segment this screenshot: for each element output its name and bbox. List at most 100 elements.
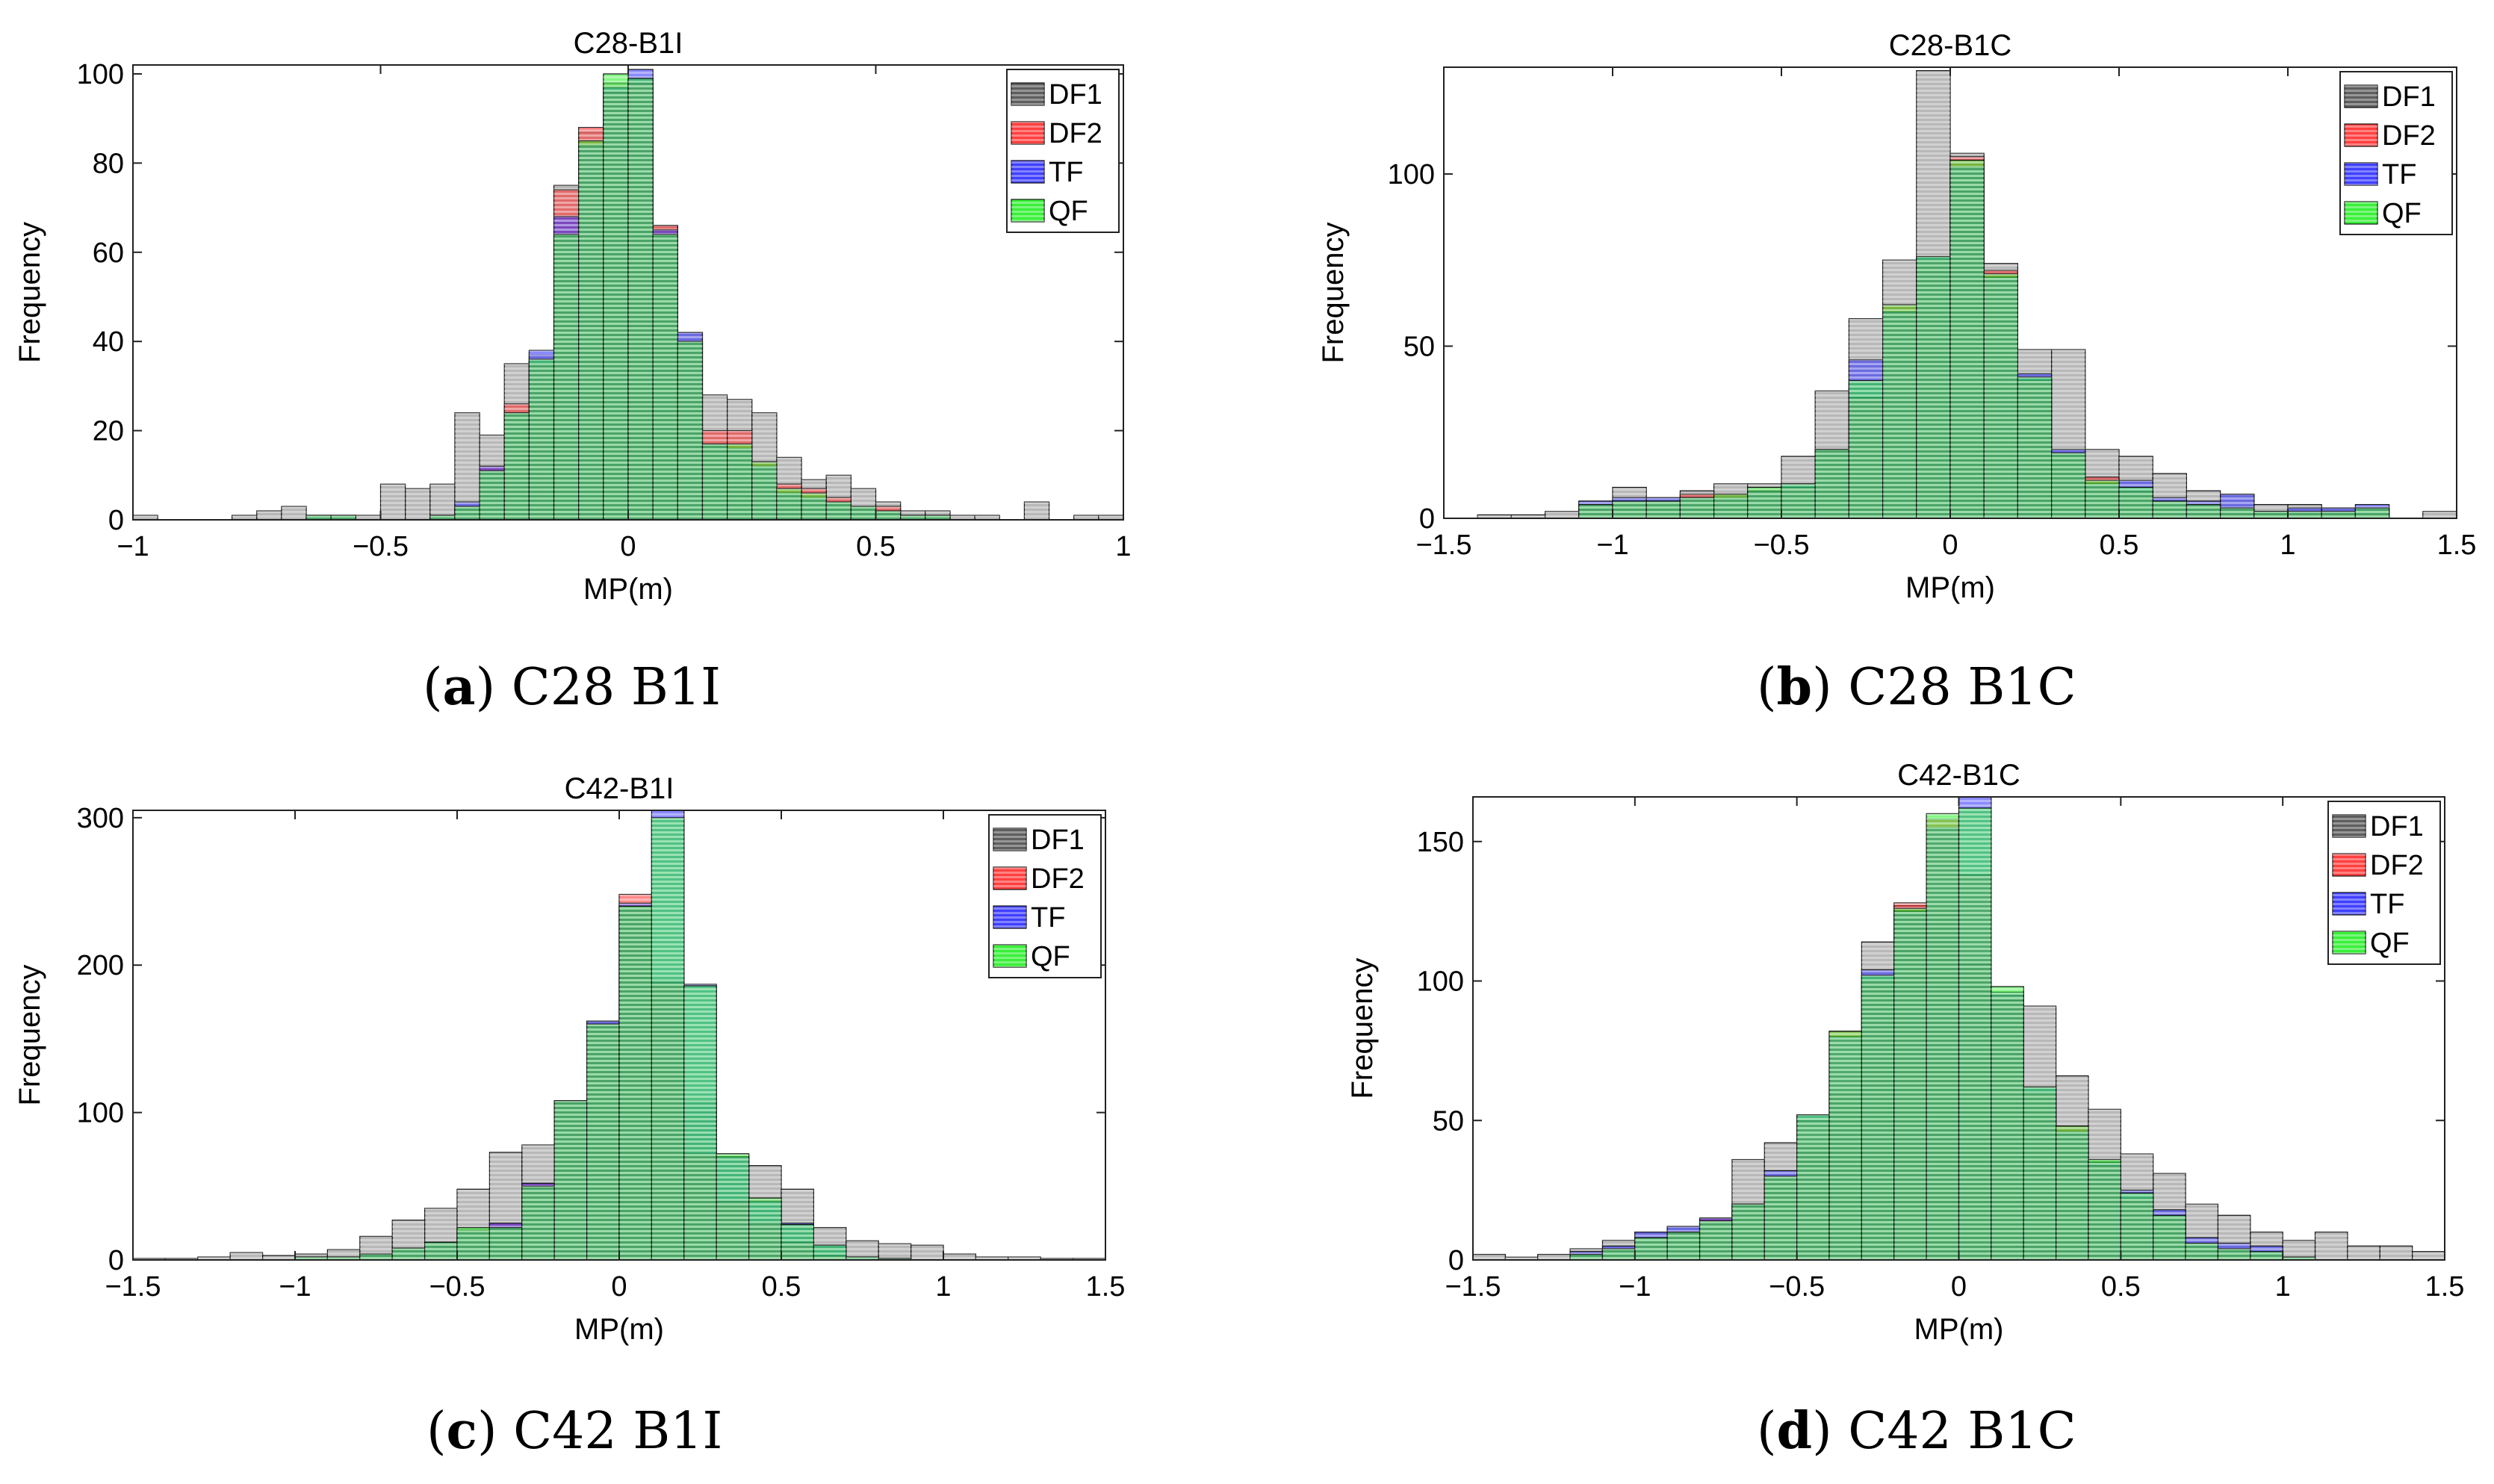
bar-hatch bbox=[846, 1257, 879, 1260]
bar-hatch bbox=[1861, 975, 1894, 1260]
bar-hatch bbox=[1505, 1257, 1538, 1260]
legend-label: DF1 bbox=[1049, 79, 1102, 111]
bar-hatch bbox=[1537, 1254, 1571, 1260]
bar-hatch bbox=[480, 471, 505, 520]
caption-letter: d bbox=[1776, 1401, 1813, 1461]
bar-hatch bbox=[1731, 1204, 1765, 1260]
bar-hatch bbox=[553, 234, 579, 520]
bar-hatch bbox=[1578, 504, 1613, 518]
bars-group bbox=[1472, 796, 2445, 1261]
x-tick-label: 0 bbox=[1951, 1271, 1967, 1303]
bar-hatch bbox=[683, 985, 717, 1260]
bar-hatch bbox=[2253, 511, 2288, 518]
legend-swatch-hatch bbox=[993, 945, 1026, 967]
x-tick-label: 0 bbox=[620, 531, 636, 562]
legend-label: DF2 bbox=[2370, 850, 2424, 881]
chart-svg: −1.5 −1 −0.5 0 0.5 1 1.5 0 50 100 C28-B1C MP(m) Freq… bbox=[1317, 29, 2476, 604]
y-axis-label: Frequency bbox=[13, 222, 46, 363]
bar-hatch bbox=[851, 506, 876, 520]
bar-hatch bbox=[1511, 515, 1545, 518]
bar-hatch bbox=[653, 234, 678, 520]
y-tick-label: 50 bbox=[1403, 331, 1435, 362]
x-tick-label: −0.5 bbox=[429, 1271, 485, 1303]
legend-swatch-hatch bbox=[993, 828, 1026, 851]
y-tick-label: 50 bbox=[1433, 1105, 1464, 1137]
bar-hatch bbox=[619, 906, 652, 1260]
legend-label: DF2 bbox=[1049, 118, 1102, 149]
bar-hatch bbox=[1073, 515, 1099, 520]
series-qf bbox=[294, 817, 912, 1261]
legend-swatch-hatch bbox=[2345, 163, 2377, 185]
bar-hatch bbox=[1570, 1254, 1603, 1260]
chart-title: C28-B1I bbox=[574, 27, 683, 60]
bar-hatch bbox=[727, 444, 752, 520]
bar-hatch bbox=[2315, 1232, 2348, 1260]
bar-hatch bbox=[2085, 480, 2119, 518]
x-tick-label: 1.5 bbox=[2425, 1271, 2465, 1303]
y-tick-label: 0 bbox=[1419, 503, 1435, 535]
bar-hatch bbox=[1950, 160, 1985, 518]
x-tick-label: −1.5 bbox=[1445, 1271, 1501, 1303]
caption-letter: a bbox=[442, 657, 476, 717]
legend-label: QF bbox=[2370, 928, 2410, 959]
bar-hatch bbox=[262, 1255, 295, 1260]
bar-hatch bbox=[529, 359, 554, 520]
bar-hatch bbox=[359, 1254, 393, 1260]
caption-a: (a) C28 B1I bbox=[423, 657, 722, 717]
x-tick-label: 0 bbox=[1942, 530, 1958, 561]
y-tick-label: 300 bbox=[77, 803, 124, 834]
chart-svg: −1.5 −1 −0.5 0 0.5 1 1.5 0 50 100 150 C42-B1C MP(m) F… bbox=[1346, 759, 2465, 1346]
bar-hatch bbox=[1680, 497, 1714, 518]
bar-hatch bbox=[2051, 453, 2085, 518]
bar-hatch bbox=[1829, 1031, 1862, 1260]
bars-group bbox=[1477, 70, 2457, 519]
bar-hatch bbox=[751, 462, 777, 520]
bar-hatch bbox=[1781, 483, 1816, 518]
caption-text: C42 B1I bbox=[513, 1402, 723, 1461]
legend-swatch-hatch bbox=[1011, 199, 1044, 222]
legend-swatch-hatch bbox=[2345, 202, 2377, 224]
caption-d: (d) C42 B1C bbox=[1757, 1401, 2076, 1461]
bar-hatch bbox=[748, 1198, 781, 1260]
legend-label: QF bbox=[1049, 196, 1088, 227]
legend-swatch-hatch bbox=[2345, 85, 2377, 108]
bar-hatch bbox=[405, 488, 430, 520]
bar-hatch bbox=[1667, 1232, 1700, 1260]
bar-hatch bbox=[900, 515, 925, 520]
bar-hatch bbox=[2119, 487, 2153, 518]
legend-label: TF bbox=[1031, 902, 1065, 934]
x-tick-label: 0.5 bbox=[762, 1271, 801, 1303]
caption-c: (c) C42 B1I bbox=[426, 1401, 723, 1461]
x-axis-label: MP(m) bbox=[1905, 571, 1995, 604]
bar-hatch bbox=[230, 1252, 263, 1260]
bar-hatch bbox=[295, 1257, 328, 1260]
chart-title: C42-B1C bbox=[1897, 759, 2020, 792]
bar-hatch bbox=[1764, 1176, 1797, 1260]
y-tick-label: 0 bbox=[108, 505, 124, 536]
bars-group bbox=[132, 810, 1106, 1261]
x-tick-label: 1 bbox=[935, 1271, 951, 1303]
bar-hatch bbox=[327, 1257, 360, 1260]
caption-text: C42 B1C bbox=[1848, 1402, 2076, 1461]
caption-letter: b bbox=[1776, 657, 1813, 717]
bar-hatch bbox=[2023, 1087, 2056, 1260]
x-tick-label: −1 bbox=[1619, 1271, 1651, 1303]
y-tick-label: 40 bbox=[93, 326, 124, 358]
y-tick-label: 0 bbox=[1448, 1245, 1464, 1276]
bar-hatch bbox=[826, 502, 852, 520]
bar-hatch bbox=[356, 515, 381, 520]
bar-hatch bbox=[651, 817, 684, 1260]
legend-label: QF bbox=[2382, 198, 2422, 229]
bar-hatch bbox=[2412, 1251, 2445, 1260]
bar-hatch bbox=[2422, 511, 2457, 518]
bar-hatch bbox=[1916, 256, 1950, 518]
bar-hatch bbox=[1747, 487, 1781, 518]
series-qf bbox=[1578, 159, 2390, 519]
y-tick-label: 100 bbox=[77, 59, 124, 90]
bar-hatch bbox=[1477, 515, 1512, 518]
bar-hatch bbox=[281, 506, 307, 520]
bar-hatch bbox=[2220, 508, 2254, 518]
bar-hatch bbox=[424, 1242, 457, 1260]
y-tick-label: 200 bbox=[77, 950, 124, 981]
bar-hatch bbox=[949, 515, 975, 520]
